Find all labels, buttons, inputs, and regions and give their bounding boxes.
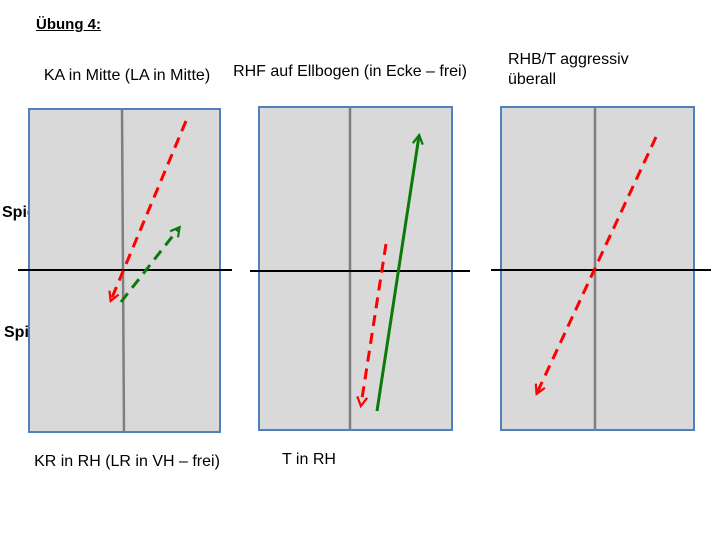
table-2-bottom-caption: T in RH <box>282 451 336 468</box>
table-1-green-dashed-arrow <box>119 228 179 303</box>
table-1-top-caption: KA in Mitte (LA in Mitte) <box>43 67 211 84</box>
exercise-heading: Übung 4: <box>36 16 101 33</box>
table-2 <box>258 106 453 431</box>
table-1-red-dashed-arrow <box>111 120 188 300</box>
table-3-top-caption: RHB/T aggressiv überall <box>508 51 629 88</box>
table-3-surface <box>500 106 695 431</box>
table-2-green-solid-arrow <box>375 136 419 412</box>
table-2-surface <box>258 106 453 431</box>
table-2-red-dashed-arrow <box>361 243 388 405</box>
table-1-bottom-caption: KR in RH (LR in VH – frei) <box>34 453 220 470</box>
table-3 <box>500 106 695 431</box>
table-2-top-caption: RHF auf Ellbogen (in Ecke – frei) <box>233 63 467 80</box>
table-3-red-dashed-arrow <box>537 136 658 393</box>
